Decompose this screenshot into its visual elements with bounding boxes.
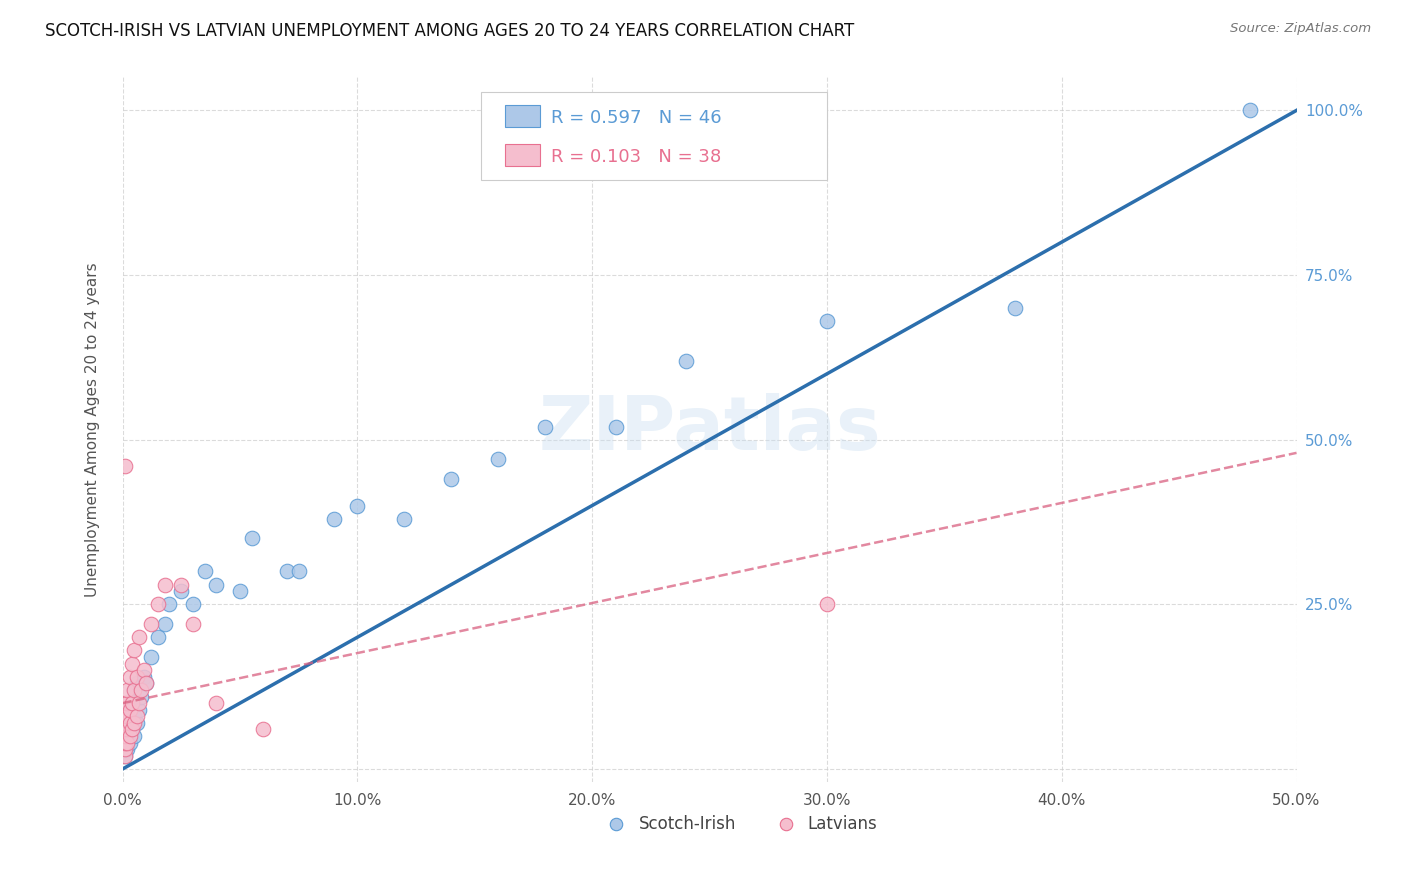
- Point: [252, 723, 274, 737]
- Point: [114, 709, 136, 723]
- Point: [118, 670, 141, 684]
- Point: [125, 676, 148, 690]
- Point: [815, 314, 838, 328]
- Point: [534, 419, 557, 434]
- Point: [128, 630, 150, 644]
- Point: [122, 683, 145, 698]
- Point: [486, 452, 509, 467]
- Point: [131, 690, 153, 704]
- Point: [1004, 301, 1026, 315]
- Point: [287, 565, 309, 579]
- Point: [240, 532, 263, 546]
- Point: [125, 715, 148, 730]
- Point: [181, 598, 204, 612]
- Point: [146, 630, 169, 644]
- Point: [181, 617, 204, 632]
- Point: [115, 736, 138, 750]
- Point: [115, 683, 138, 698]
- Text: Source: ZipAtlas.com: Source: ZipAtlas.com: [1230, 22, 1371, 36]
- Point: [146, 598, 169, 612]
- Point: [114, 723, 136, 737]
- Point: [114, 748, 136, 763]
- Point: [115, 729, 138, 743]
- Point: [815, 598, 838, 612]
- Point: [132, 670, 155, 684]
- FancyBboxPatch shape: [505, 144, 540, 166]
- Text: Latvians: Latvians: [807, 815, 877, 833]
- Point: [1098, 801, 1121, 815]
- Point: [159, 598, 181, 612]
- Point: [131, 683, 153, 698]
- Y-axis label: Unemployment Among Ages 20 to 24 years: Unemployment Among Ages 20 to 24 years: [86, 262, 100, 597]
- Point: [135, 676, 157, 690]
- Point: [118, 703, 141, 717]
- Point: [205, 577, 228, 591]
- Point: [118, 736, 141, 750]
- Point: [394, 512, 416, 526]
- Point: [121, 696, 143, 710]
- Point: [122, 715, 145, 730]
- Point: [114, 736, 136, 750]
- Point: [114, 458, 136, 473]
- Point: [122, 709, 145, 723]
- Text: R = 0.597   N = 46: R = 0.597 N = 46: [551, 109, 721, 127]
- Text: R = 0.103   N = 38: R = 0.103 N = 38: [551, 147, 721, 166]
- Point: [114, 723, 136, 737]
- Point: [114, 729, 136, 743]
- Text: ZIPatlas: ZIPatlas: [538, 393, 880, 467]
- Point: [121, 696, 143, 710]
- Point: [128, 703, 150, 717]
- Point: [139, 617, 162, 632]
- Point: [121, 657, 143, 671]
- Point: [115, 723, 138, 737]
- Point: [125, 709, 148, 723]
- Point: [135, 676, 157, 690]
- Point: [122, 643, 145, 657]
- Point: [114, 715, 136, 730]
- Point: [122, 683, 145, 698]
- FancyBboxPatch shape: [481, 92, 827, 179]
- Point: [229, 584, 252, 599]
- Point: [125, 670, 148, 684]
- Point: [118, 723, 141, 737]
- Point: [170, 577, 193, 591]
- Point: [605, 419, 627, 434]
- FancyBboxPatch shape: [505, 105, 540, 128]
- Point: [118, 715, 141, 730]
- Point: [153, 577, 176, 591]
- Point: [114, 742, 136, 756]
- Point: [675, 353, 697, 368]
- Point: [121, 723, 143, 737]
- Point: [114, 736, 136, 750]
- Point: [114, 729, 136, 743]
- Point: [114, 696, 136, 710]
- Point: [115, 715, 138, 730]
- Point: [114, 742, 136, 756]
- Point: [115, 696, 138, 710]
- Point: [115, 709, 138, 723]
- Point: [118, 703, 141, 717]
- Point: [115, 709, 138, 723]
- Point: [115, 742, 138, 756]
- Point: [276, 565, 298, 579]
- Point: [440, 472, 463, 486]
- Point: [128, 696, 150, 710]
- Point: [346, 499, 368, 513]
- Point: [322, 512, 344, 526]
- Point: [121, 723, 143, 737]
- Point: [114, 748, 136, 763]
- Text: SCOTCH-IRISH VS LATVIAN UNEMPLOYMENT AMONG AGES 20 TO 24 YEARS CORRELATION CHART: SCOTCH-IRISH VS LATVIAN UNEMPLOYMENT AMO…: [45, 22, 855, 40]
- Point: [170, 584, 193, 599]
- Point: [153, 617, 176, 632]
- Text: Scotch-Irish: Scotch-Irish: [640, 815, 737, 833]
- Point: [122, 729, 145, 743]
- Point: [139, 650, 162, 665]
- Point: [118, 729, 141, 743]
- Point: [132, 663, 155, 677]
- Point: [205, 696, 228, 710]
- Point: [194, 565, 217, 579]
- Point: [1239, 103, 1261, 118]
